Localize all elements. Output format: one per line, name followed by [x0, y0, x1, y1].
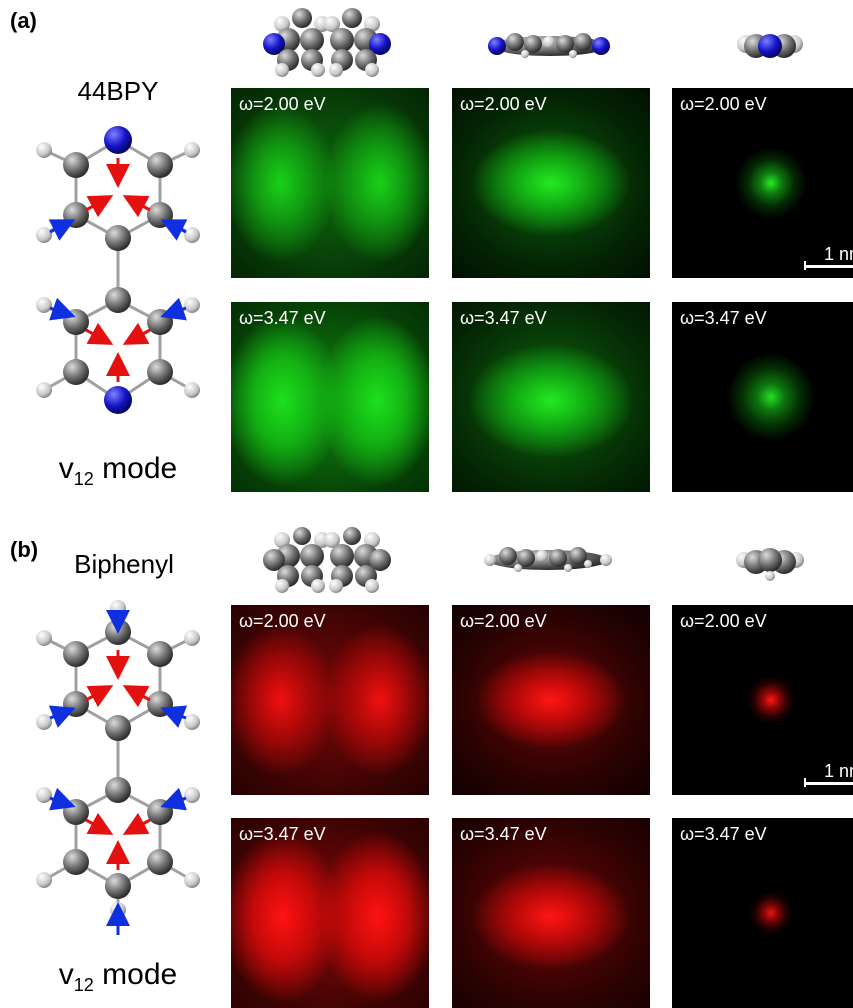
near-field-map-b-top-3.47: ω=3.47 eV [231, 818, 429, 1008]
frequency-label: ω=3.47 eV [239, 824, 326, 844]
scale-bar-line [804, 265, 853, 268]
near-field-map-b-side-3.47: ω=3.47 eV [452, 818, 650, 1008]
near-field-map-a-side-3.47: ω=3.47 eV [452, 302, 650, 492]
mode-label-b: v12 mode [58, 958, 178, 995]
molecule-name-b: Biphenyl [74, 549, 174, 579]
near-field-map-a-top-3.47: ω=3.47 eV [231, 302, 429, 492]
scale-bar-b: 1 nm [804, 761, 853, 787]
frequency-label: ω=2.00 eV [680, 611, 767, 631]
near-field-map-a-end-3.47: ω=3.47 eV [672, 302, 853, 492]
frequency-label: ω=3.47 eV [239, 308, 326, 328]
molecule-end-view-a [737, 34, 803, 58]
frequency-label: ω=3.47 eV [680, 308, 767, 328]
near-field-map-a-top-2.00: ω=2.00 eV [231, 88, 429, 278]
frequency-label: ω=2.00 eV [680, 94, 767, 114]
near-field-map-b-side-2.00: ω=2.00 eV [452, 605, 650, 795]
near-field-map-a-end-2.00: ω=2.00 eV 1 nm [672, 88, 853, 278]
scale-bar-line [804, 782, 853, 785]
scale-bar-a: 1 nm [804, 244, 853, 270]
frequency-label: ω=2.00 eV [460, 611, 547, 631]
scale-bar-label: 1 nm [823, 761, 853, 781]
molecule-side-view-a [488, 33, 610, 58]
molecule-top-view-b [263, 527, 391, 593]
mode-label-a: v12 mode [58, 452, 178, 489]
molecule-side-view-b [484, 547, 612, 572]
near-field-map-b-end-3.47: ω=3.47 eV [672, 818, 853, 1008]
near-field-map-b-end-2.00: ω=2.00 eV 1 nm [672, 605, 853, 795]
near-field-map-a-side-2.00: ω=2.00 eV [452, 88, 650, 278]
frequency-label: ω=2.00 eV [239, 611, 326, 631]
scale-bar-tick-left [804, 778, 806, 787]
near-field-map-b-top-2.00: ω=2.00 eV [231, 605, 429, 795]
frequency-label: ω=3.47 eV [460, 824, 547, 844]
molecule-end-view-b [736, 548, 804, 581]
molecule-name-a: 44BPY [77, 76, 159, 106]
frequency-label: ω=3.47 eV [680, 824, 767, 844]
scale-bar-tick-left [804, 261, 806, 270]
frequency-label: ω=2.00 eV [239, 94, 326, 114]
panel-label-a: (a) [10, 8, 37, 33]
molecule-diagram-biphenyl [36, 600, 200, 935]
molecule-top-view-a [263, 8, 391, 77]
frequency-label: ω=3.47 eV [460, 308, 547, 328]
scale-bar-label: 1 nm [823, 244, 853, 264]
frequency-label: ω=2.00 eV [460, 94, 547, 114]
panel-label-b: (b) [10, 537, 39, 562]
molecule-diagram-44bpy [36, 126, 200, 414]
